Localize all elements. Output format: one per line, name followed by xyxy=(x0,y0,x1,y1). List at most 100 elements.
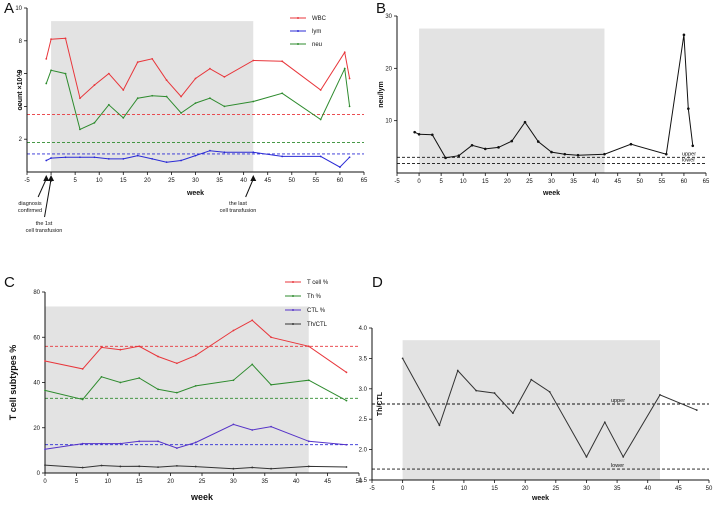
data-point xyxy=(252,151,255,154)
data-point xyxy=(576,153,580,157)
x-tick-label: -5 xyxy=(24,178,30,184)
x-tick-label: 5 xyxy=(75,479,79,485)
data-point xyxy=(180,159,182,162)
y-tick-label: 2.0 xyxy=(359,448,368,454)
x-tick-label: 30 xyxy=(583,486,590,492)
data-point xyxy=(348,105,351,108)
panel-a: A-505101520253035404550556065246810weekc… xyxy=(4,0,368,234)
data-point xyxy=(457,154,461,158)
data-point xyxy=(157,388,159,391)
data-point xyxy=(209,149,211,152)
annotation-arrow-line xyxy=(37,178,47,198)
data-point xyxy=(100,375,103,378)
data-point xyxy=(194,102,197,105)
data-point xyxy=(175,464,178,467)
data-point xyxy=(107,157,110,160)
data-point xyxy=(695,409,698,411)
data-point xyxy=(175,447,178,450)
data-point xyxy=(343,51,346,54)
data-point xyxy=(175,362,178,365)
data-point xyxy=(232,329,235,332)
x-tick-label: 50 xyxy=(288,178,295,184)
data-point xyxy=(307,379,310,382)
data-point xyxy=(339,166,341,168)
data-point xyxy=(223,75,226,78)
data-point xyxy=(50,157,52,159)
data-point xyxy=(194,154,197,157)
data-point xyxy=(345,371,348,374)
data-point xyxy=(151,94,154,97)
data-point xyxy=(483,147,487,151)
legend-marker xyxy=(292,281,294,283)
legend-marker xyxy=(292,323,294,325)
x-tick-label: 10 xyxy=(461,486,468,492)
data-point xyxy=(136,61,139,64)
y-tick-label: 8 xyxy=(19,39,23,45)
data-point xyxy=(232,423,235,426)
y-tick-label: 3.5 xyxy=(359,356,368,362)
legend-label: Th % xyxy=(307,294,322,300)
annotation-text: confirmed xyxy=(18,208,42,214)
y-tick-label: 2.5 xyxy=(359,417,368,423)
y-tick-label: 80 xyxy=(33,290,40,296)
data-point xyxy=(281,60,284,63)
reference-line-label: upper xyxy=(611,398,625,404)
data-point xyxy=(209,67,211,70)
data-point xyxy=(45,82,48,85)
panel-letter: B xyxy=(376,0,386,17)
legend-label: CTL % xyxy=(307,308,326,314)
data-point xyxy=(251,363,254,366)
legend-label: T cell % xyxy=(307,280,329,286)
x-tick-label: 15 xyxy=(491,486,498,492)
data-point xyxy=(270,383,272,386)
data-point xyxy=(691,144,695,148)
legend-marker xyxy=(297,30,299,32)
x-tick-label: 40 xyxy=(644,486,651,492)
data-point xyxy=(107,72,110,75)
data-point xyxy=(93,121,96,124)
x-tick-label: 50 xyxy=(706,486,713,492)
data-point xyxy=(345,443,348,446)
data-point xyxy=(475,389,478,392)
data-point xyxy=(122,89,125,91)
data-point xyxy=(252,59,255,62)
data-point xyxy=(530,378,533,381)
x-tick-label: 35 xyxy=(614,486,621,492)
annotation-arrow-head xyxy=(43,175,50,181)
y-tick-label: 6 xyxy=(19,72,23,78)
data-point xyxy=(629,142,633,146)
x-tick-label: 20 xyxy=(522,486,529,492)
y-tick-label: 0 xyxy=(37,471,41,477)
x-tick-label: 50 xyxy=(636,179,643,185)
x-tick-label: 55 xyxy=(313,178,320,184)
x-tick-label: 20 xyxy=(144,178,151,184)
y-tick-label: 30 xyxy=(385,14,392,20)
x-tick-label: 35 xyxy=(216,178,223,184)
x-tick-label: 45 xyxy=(264,178,271,184)
x-tick-label: 5 xyxy=(432,486,436,492)
data-point xyxy=(251,466,254,469)
data-point xyxy=(100,464,103,467)
annotation-arrow-line xyxy=(44,178,52,218)
data-point xyxy=(151,157,154,160)
x-tick-label: 25 xyxy=(552,486,559,492)
data-point xyxy=(523,120,527,124)
data-point xyxy=(64,156,67,159)
legend-marker xyxy=(297,17,299,19)
data-point xyxy=(281,92,284,95)
x-tick-label: 45 xyxy=(324,479,331,485)
data-point xyxy=(307,345,310,348)
data-point xyxy=(138,440,141,443)
data-point xyxy=(348,156,351,159)
x-tick-label: 35 xyxy=(261,479,268,485)
legend-label: lym xyxy=(312,29,321,35)
x-tick-label: 10 xyxy=(96,178,103,184)
panel-letter: C xyxy=(4,274,15,291)
data-point xyxy=(100,442,103,445)
data-point xyxy=(209,97,211,100)
x-axis-label: week xyxy=(186,190,204,197)
data-point xyxy=(438,424,441,427)
data-point xyxy=(345,399,348,402)
x-tick-label: 20 xyxy=(504,179,511,185)
